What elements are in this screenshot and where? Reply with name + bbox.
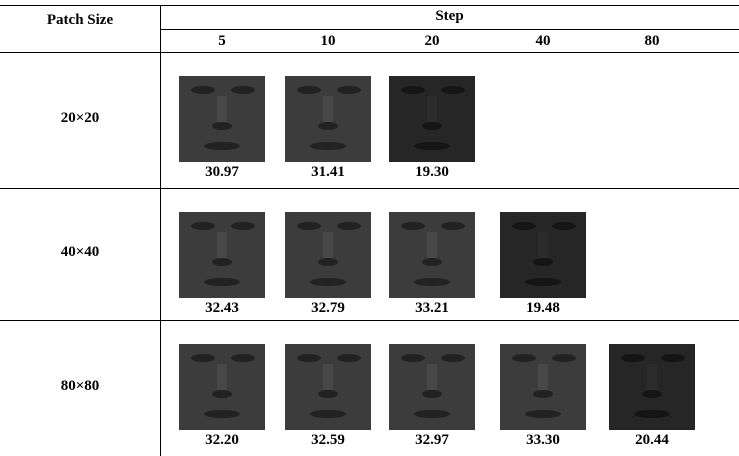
face-image	[179, 212, 265, 298]
psnr-value: 33.21	[392, 300, 472, 317]
face-image	[389, 212, 475, 298]
row-label: 80×80	[20, 378, 140, 395]
rule	[160, 5, 161, 456]
psnr-value: 30.97	[182, 164, 262, 181]
face-image	[389, 76, 475, 162]
face-image	[609, 344, 695, 430]
group-header: Step	[160, 8, 739, 25]
psnr-value: 32.97	[392, 432, 472, 449]
face	[389, 76, 475, 162]
face-image	[179, 344, 265, 430]
face	[389, 212, 475, 298]
face-image	[285, 344, 371, 430]
face	[500, 344, 586, 430]
psnr-value: 19.30	[392, 164, 472, 181]
face	[285, 344, 371, 430]
psnr-value: 32.79	[288, 300, 368, 317]
row-label: 20×20	[20, 110, 140, 127]
rule	[160, 29, 739, 30]
face-image	[285, 212, 371, 298]
psnr-value: 20.44	[612, 432, 692, 449]
psnr-value: 32.20	[182, 432, 262, 449]
psnr-value: 33.30	[503, 432, 583, 449]
face	[609, 344, 695, 430]
face	[389, 344, 475, 430]
face	[179, 344, 265, 430]
psnr-value: 31.41	[288, 164, 368, 181]
step-header: 5	[182, 33, 262, 50]
face-image	[285, 76, 371, 162]
step-header: 20	[392, 33, 472, 50]
face	[285, 76, 371, 162]
table-figure: Patch Size Step 5 10 20 40 80 20×20 30.97 31.…	[0, 0, 739, 456]
step-header: 40	[503, 33, 583, 50]
face	[500, 212, 586, 298]
rule	[0, 320, 739, 321]
step-header: 10	[288, 33, 368, 50]
face-image	[389, 344, 475, 430]
rule	[0, 5, 739, 6]
psnr-value: 32.43	[182, 300, 262, 317]
face	[179, 212, 265, 298]
rule	[0, 52, 739, 53]
rule	[0, 188, 739, 189]
face-image	[500, 212, 586, 298]
face	[179, 76, 265, 162]
face-image	[500, 344, 586, 430]
row-label: 40×40	[20, 244, 140, 261]
corner-header: Patch Size	[40, 8, 120, 32]
psnr-value: 19.48	[503, 300, 583, 317]
psnr-value: 32.59	[288, 432, 368, 449]
face	[285, 212, 371, 298]
face-image	[179, 76, 265, 162]
step-header: 80	[612, 33, 692, 50]
